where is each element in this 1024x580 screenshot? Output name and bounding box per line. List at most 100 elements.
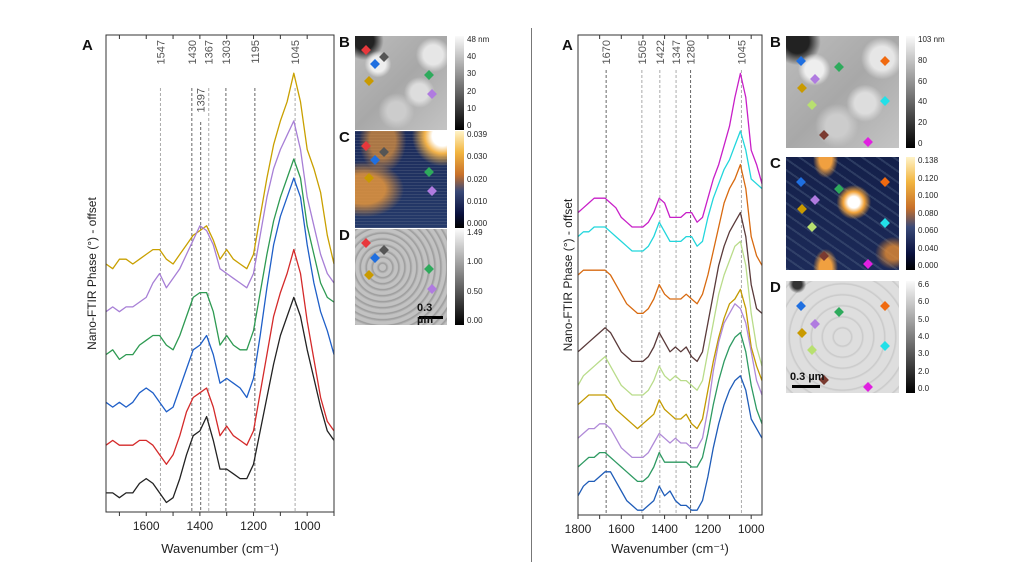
spot-marker [361, 140, 371, 151]
spot-marker [370, 155, 381, 166]
x-tick-label: 1400 [187, 519, 214, 533]
colorbar-tick-label: 6.6 [918, 280, 930, 289]
spot-marker [427, 283, 438, 294]
spot-marker [427, 186, 438, 197]
x-tick-label: 1800 [565, 522, 592, 536]
spot-marker [427, 89, 438, 100]
spot-marker [810, 318, 821, 329]
spectrum-line-8 [577, 331, 763, 483]
reference-line-label: 1430 [187, 40, 199, 64]
x-tick-label: 1000 [738, 522, 765, 536]
colorbar-tick-label: 1.00 [467, 257, 483, 267]
spectrum-line-2 [577, 130, 763, 252]
spectrum-line-1 [105, 72, 335, 270]
colorbar-tick-label: 0.020 [467, 174, 488, 184]
map-image-c [355, 131, 447, 228]
spectrum-line-6 [106, 296, 335, 504]
colorbar-tick-label: 103 nm [918, 35, 945, 44]
panel-divider [531, 28, 532, 562]
map-image-d: 0.3 µm [786, 281, 899, 393]
colorbar-tick-label: 60 [918, 76, 927, 86]
colorbar-tick-label: 20 [918, 118, 927, 128]
colorbar-tick-label: 3.0 [918, 349, 930, 359]
spot-marker [880, 341, 891, 351]
colorbar-tick-label: 0 [918, 139, 923, 148]
spot-marker [807, 222, 817, 232]
spot-marker [863, 137, 874, 148]
spot-marker [423, 264, 434, 275]
colorbar-d [906, 281, 915, 393]
spot-marker [423, 166, 434, 177]
spectrum-line-5 [577, 240, 763, 396]
spot-marker [796, 327, 807, 338]
spot-marker [361, 238, 371, 249]
spectrum-line-5 [105, 248, 335, 465]
reference-line-label: 1397 [196, 88, 208, 112]
spot-marker [863, 259, 874, 270]
spot-marker [363, 76, 374, 87]
spot-marker [819, 129, 830, 140]
spot-marker [370, 59, 381, 70]
colorbar-tick-label: 1.49 [467, 228, 483, 237]
colorbar-tick-label: 10 [467, 103, 476, 113]
spot-marker [363, 270, 374, 281]
spot-marker [379, 147, 390, 158]
colorbar-tick-label: 0.010 [467, 196, 488, 206]
colorbar-d [455, 229, 464, 325]
reference-line-label: 1280 [686, 40, 698, 64]
colorbar-tick-label: 6.0 [918, 297, 930, 307]
map-image-b [355, 36, 447, 130]
spectrum-line-3 [577, 163, 763, 315]
spot-marker [810, 194, 821, 205]
x-axis-label: Wavenumber (cm⁻¹) [161, 541, 279, 556]
reference-line-label: 1303 [221, 40, 233, 64]
colorbar-c [455, 131, 464, 228]
colorbar-tick-label: 0.138 [918, 156, 939, 165]
plot-frame [105, 34, 335, 513]
scale-bar [419, 316, 443, 319]
reference-line-label: 1505 [637, 40, 649, 64]
spectra-chart-1: A 1547 1430 1397 1367 1303 1195 1045 1600 1400 120… [82, 34, 335, 556]
plot-frame [577, 34, 763, 516]
reference-line-label: 1045 [290, 40, 302, 64]
x-tick-label: 1000 [294, 519, 321, 533]
colorbar-tick-label: 0.120 [918, 173, 939, 183]
colorbar-tick-label: 0 [467, 121, 472, 130]
spot-marker [379, 51, 390, 62]
colorbar-tick-label: 0.000 [918, 261, 939, 270]
x-tick-label: 1600 [608, 522, 635, 536]
colorbar-tick-label: 48 nm [467, 35, 490, 44]
spot-marker [880, 217, 891, 228]
spot-marker [880, 96, 891, 106]
reference-line-label: 1670 [601, 40, 613, 64]
colorbar-tick-label: 0.040 [918, 243, 939, 253]
map-panel-label: C [339, 129, 350, 146]
spot-marker [363, 172, 374, 183]
colorbar-c [906, 157, 915, 270]
spectrum-line-3 [105, 158, 335, 361]
spot-marker [834, 62, 845, 73]
spot-marker [880, 55, 891, 66]
colorbar-b [906, 36, 915, 148]
reference-line-label: 1547 [155, 40, 167, 64]
spot-marker [795, 55, 806, 66]
colorbar-tick-label: 40 [467, 52, 476, 62]
spot-marker [423, 70, 434, 81]
map-panel-label: B [339, 34, 350, 51]
spot-marker [810, 73, 821, 84]
spot-marker [834, 183, 845, 194]
colorbar-tick-label: 0.00 [467, 316, 483, 325]
colorbar-tick-label: 5.0 [918, 314, 930, 324]
colorbar-tick-label: 0.50 [467, 286, 483, 296]
colorbar-tick-label: 0.000 [467, 219, 488, 228]
spot-marker [834, 307, 845, 318]
map-panel-label: C [770, 155, 781, 172]
reference-line-label: 1422 [655, 40, 667, 64]
colorbar-tick-label: 30 [467, 69, 476, 79]
spot-marker [379, 245, 390, 256]
reference-line-label: 1195 [250, 40, 262, 64]
y-axis-label: Nano-FTIR Phase (°) - offset [85, 197, 99, 350]
spectrum-line-4 [577, 211, 763, 363]
spot-marker [807, 100, 817, 111]
